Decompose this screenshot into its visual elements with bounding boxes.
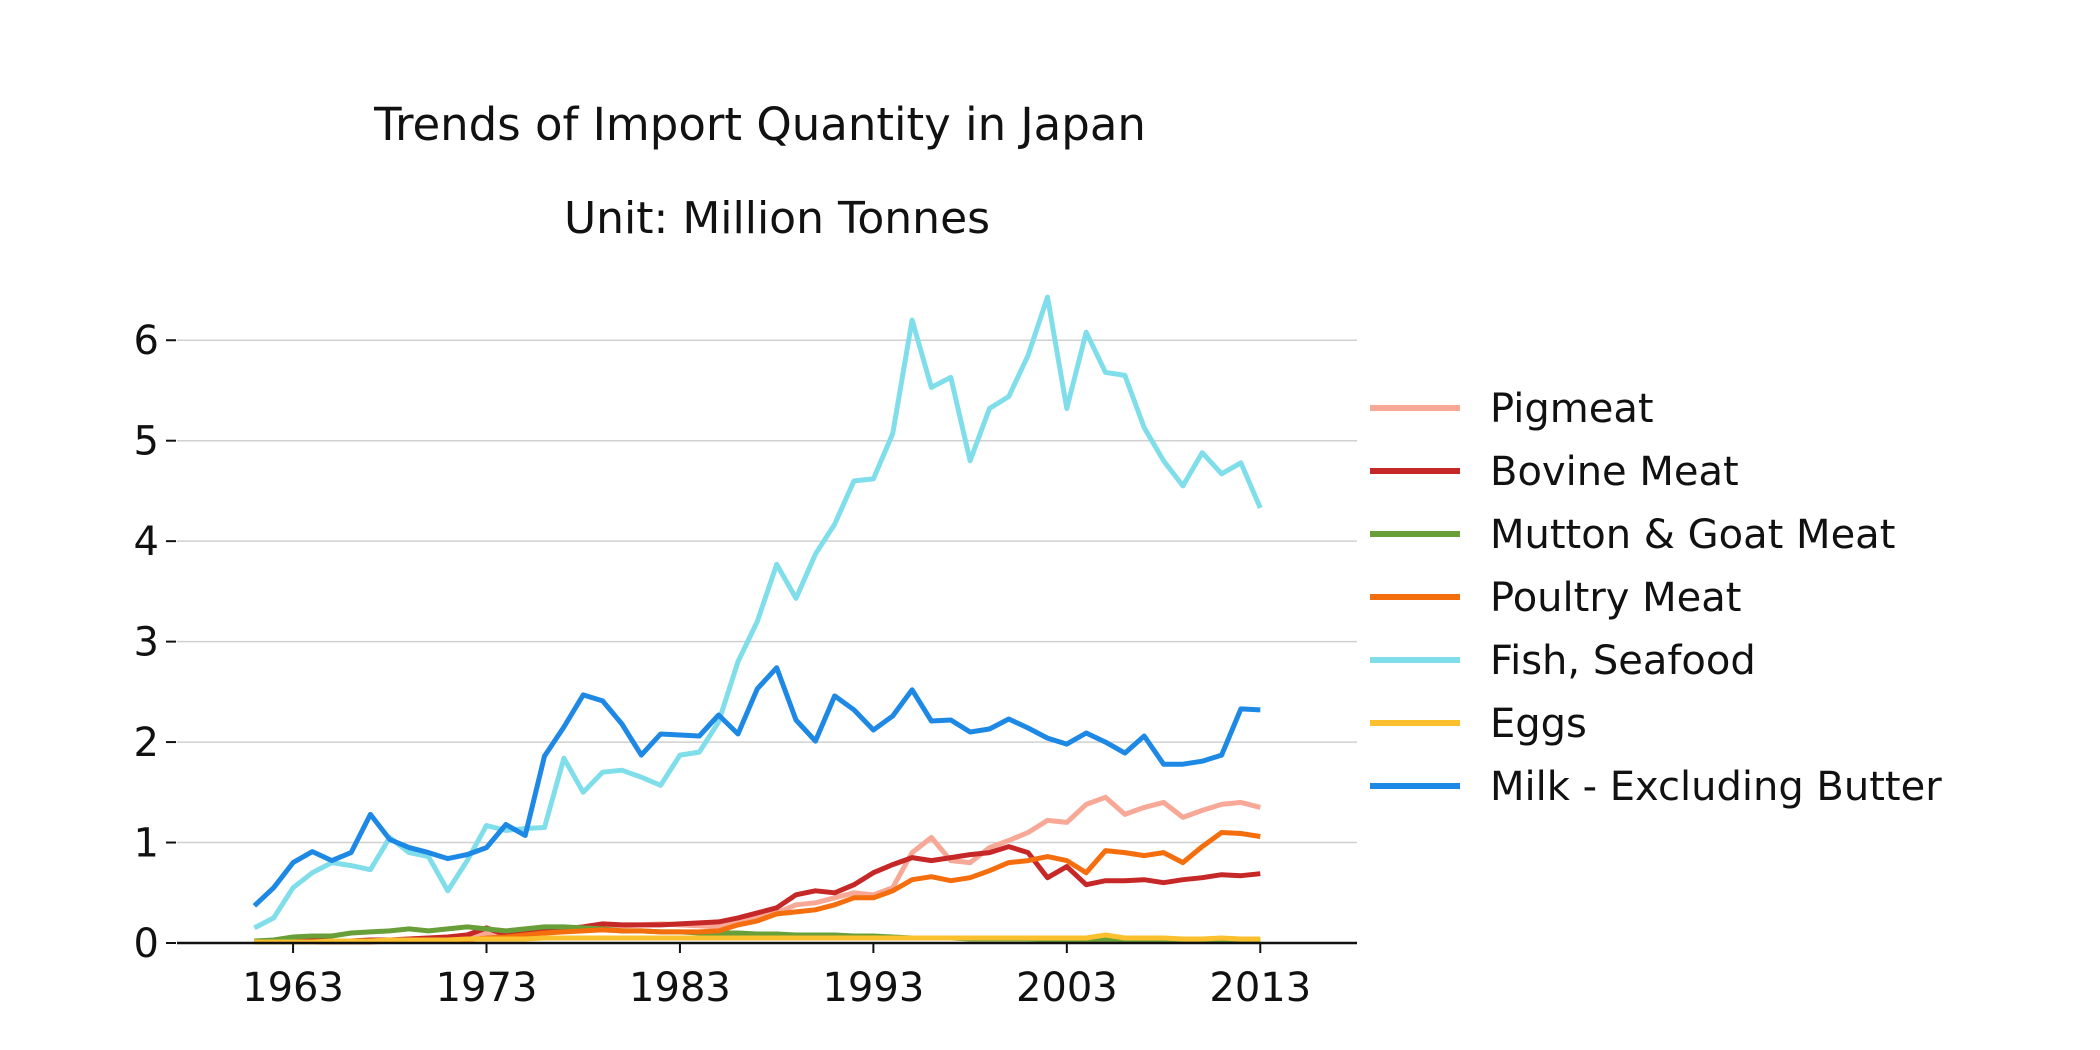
series-line-6 <box>252 665 1261 908</box>
x-tick-label: 1983 <box>629 965 731 1011</box>
axes: 0 1 2 3 4 5 6 1963 1973 1983 1993 2003 2013 <box>134 318 1357 1011</box>
legend: Pigmeat Bovine Meat Mutton & Goat Meat Poul… <box>1370 386 1942 810</box>
legend-label: Milk - Excluding Butter <box>1490 764 1942 810</box>
legend-label: Mutton & Goat Meat <box>1490 512 1895 558</box>
x-tick-label: 1963 <box>242 965 344 1011</box>
y-tick-label: 2 <box>134 720 159 766</box>
series-line-2 <box>254 924 1261 944</box>
chart-title: Trends of Import Quantity in Japan <box>373 98 1146 151</box>
y-tick-label: 6 <box>134 318 159 364</box>
x-tick-label: 2013 <box>1209 965 1311 1011</box>
x-tick-label: 1973 <box>436 965 538 1011</box>
y-tick-label: 0 <box>134 921 159 967</box>
series-lines <box>252 294 1263 945</box>
gridlines <box>177 339 1357 844</box>
x-tick-label: 2003 <box>1016 965 1118 1011</box>
legend-label: Fish, Seafood <box>1490 638 1756 684</box>
y-tick-label: 4 <box>134 519 159 565</box>
chart-subtitle: Unit: Million Tonnes <box>564 193 990 244</box>
y-tick-label: 5 <box>134 419 159 465</box>
y-tick-label: 1 <box>134 821 159 867</box>
legend-label: Poultry Meat <box>1490 575 1741 621</box>
series-line-4 <box>253 294 1263 931</box>
series-line-5 <box>254 932 1261 945</box>
y-tick-label: 3 <box>134 620 159 666</box>
legend-label: Pigmeat <box>1490 386 1654 432</box>
x-tick-label: 1993 <box>822 965 924 1011</box>
legend-label: Eggs <box>1490 701 1587 747</box>
legend-label: Bovine Meat <box>1490 449 1739 495</box>
